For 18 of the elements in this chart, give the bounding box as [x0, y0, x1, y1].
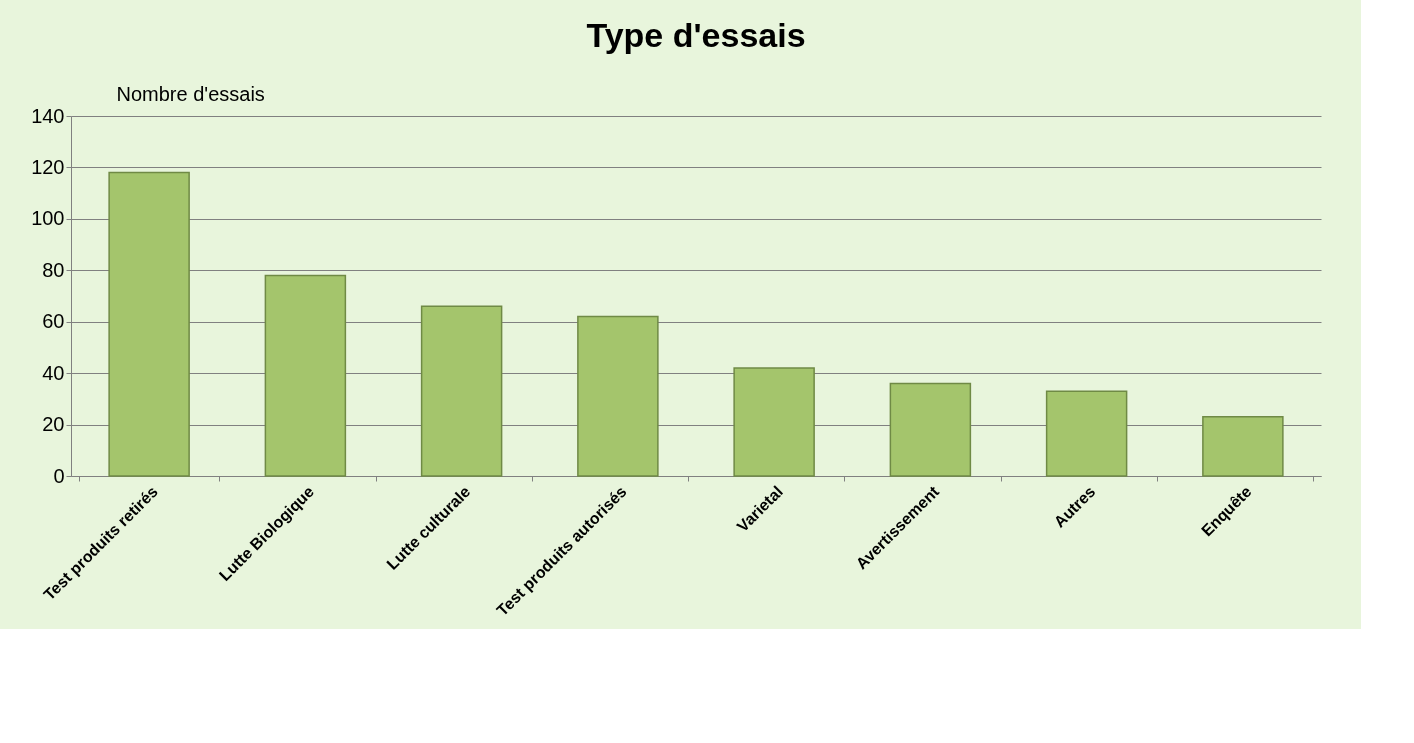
y-tick-label: 20	[42, 413, 65, 436]
y-tick-label: 0	[53, 464, 65, 487]
bar	[1045, 390, 1128, 477]
y-tick-label: 60	[42, 310, 65, 333]
bar	[264, 274, 347, 477]
bar	[1202, 416, 1284, 477]
chart-title: Type d'essais	[586, 16, 806, 54]
y-tick-label: 40	[42, 361, 65, 384]
bar	[889, 382, 972, 477]
y-tick-label: 140	[31, 104, 65, 127]
y-tick-label: 100	[31, 207, 65, 230]
y-axis-title: Nombre d'essais	[116, 82, 265, 105]
bar	[420, 305, 503, 477]
y-tick-label: 80	[42, 258, 65, 281]
bar	[577, 315, 659, 477]
y-tick-label: 120	[31, 155, 65, 178]
bar	[108, 171, 190, 477]
bar	[733, 367, 815, 477]
